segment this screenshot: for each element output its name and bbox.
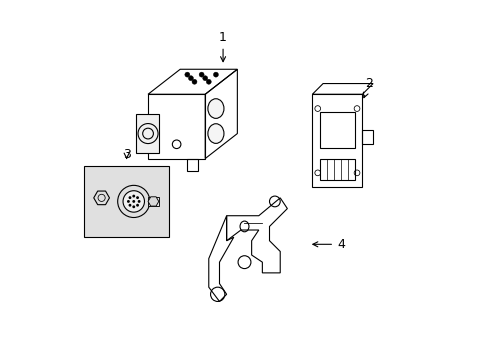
Bar: [148, 197, 159, 206]
Circle shape: [136, 204, 139, 207]
Circle shape: [127, 200, 130, 203]
Bar: [319, 158, 354, 180]
Circle shape: [128, 196, 131, 199]
Circle shape: [188, 76, 193, 81]
Circle shape: [132, 195, 135, 198]
Circle shape: [132, 200, 135, 203]
Ellipse shape: [207, 124, 224, 143]
Circle shape: [213, 72, 218, 77]
Circle shape: [123, 191, 144, 212]
Text: 2: 2: [363, 77, 373, 98]
Circle shape: [132, 205, 135, 208]
Circle shape: [184, 72, 189, 77]
Text: 4: 4: [312, 238, 344, 251]
Circle shape: [192, 79, 197, 84]
Text: 1: 1: [219, 31, 226, 62]
Bar: [83, 166, 169, 237]
Circle shape: [128, 204, 131, 207]
Circle shape: [203, 76, 207, 81]
Text: 3: 3: [122, 148, 130, 162]
Circle shape: [206, 79, 211, 84]
Circle shape: [138, 200, 140, 203]
Polygon shape: [135, 114, 159, 153]
Circle shape: [136, 196, 139, 199]
Ellipse shape: [207, 99, 224, 118]
Circle shape: [199, 72, 203, 77]
Polygon shape: [148, 197, 159, 206]
